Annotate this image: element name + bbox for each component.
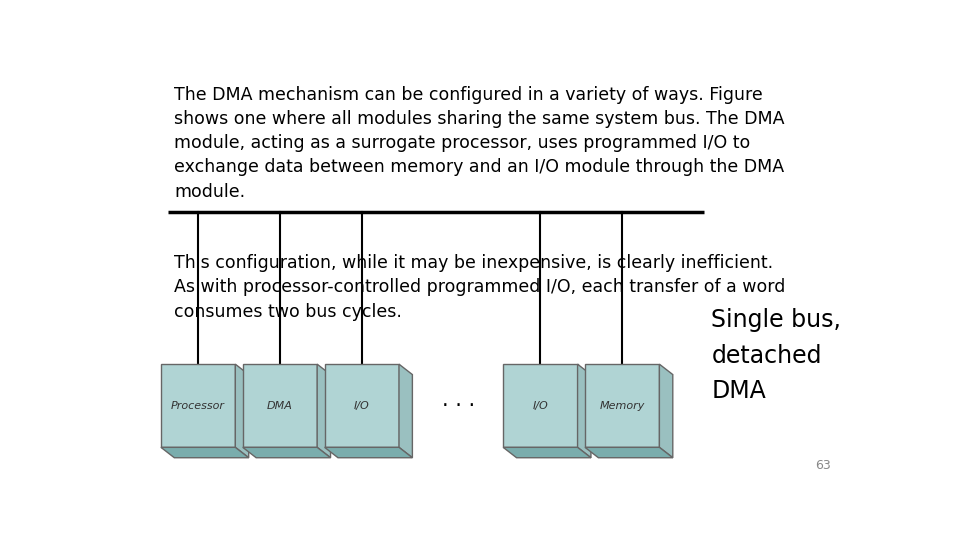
Text: Single bus,
detached
DMA: Single bus, detached DMA [711,308,841,403]
Text: . . .: . . . [442,389,475,409]
Polygon shape [243,447,330,458]
Text: DMA: DMA [267,401,293,411]
Polygon shape [161,364,235,447]
Polygon shape [324,364,399,447]
Polygon shape [324,447,413,458]
Text: This configuration, while it may be inexpensive, is clearly inefficient.
As with: This configuration, while it may be inex… [175,254,785,321]
Polygon shape [503,447,591,458]
Polygon shape [585,364,660,447]
Polygon shape [161,447,249,458]
Polygon shape [235,364,249,458]
Text: Memory: Memory [599,401,645,411]
Polygon shape [399,364,413,458]
Polygon shape [243,364,317,447]
Polygon shape [503,364,578,447]
Polygon shape [578,364,591,458]
Text: I/O: I/O [533,401,548,411]
Polygon shape [585,447,673,458]
Polygon shape [660,364,673,458]
Text: Processor: Processor [171,401,225,411]
Text: The DMA mechanism can be configured in a variety of ways. Figure
shows one where: The DMA mechanism can be configured in a… [175,85,785,201]
Text: I/O: I/O [354,401,370,411]
Text: 63: 63 [815,460,830,472]
Polygon shape [317,364,330,458]
